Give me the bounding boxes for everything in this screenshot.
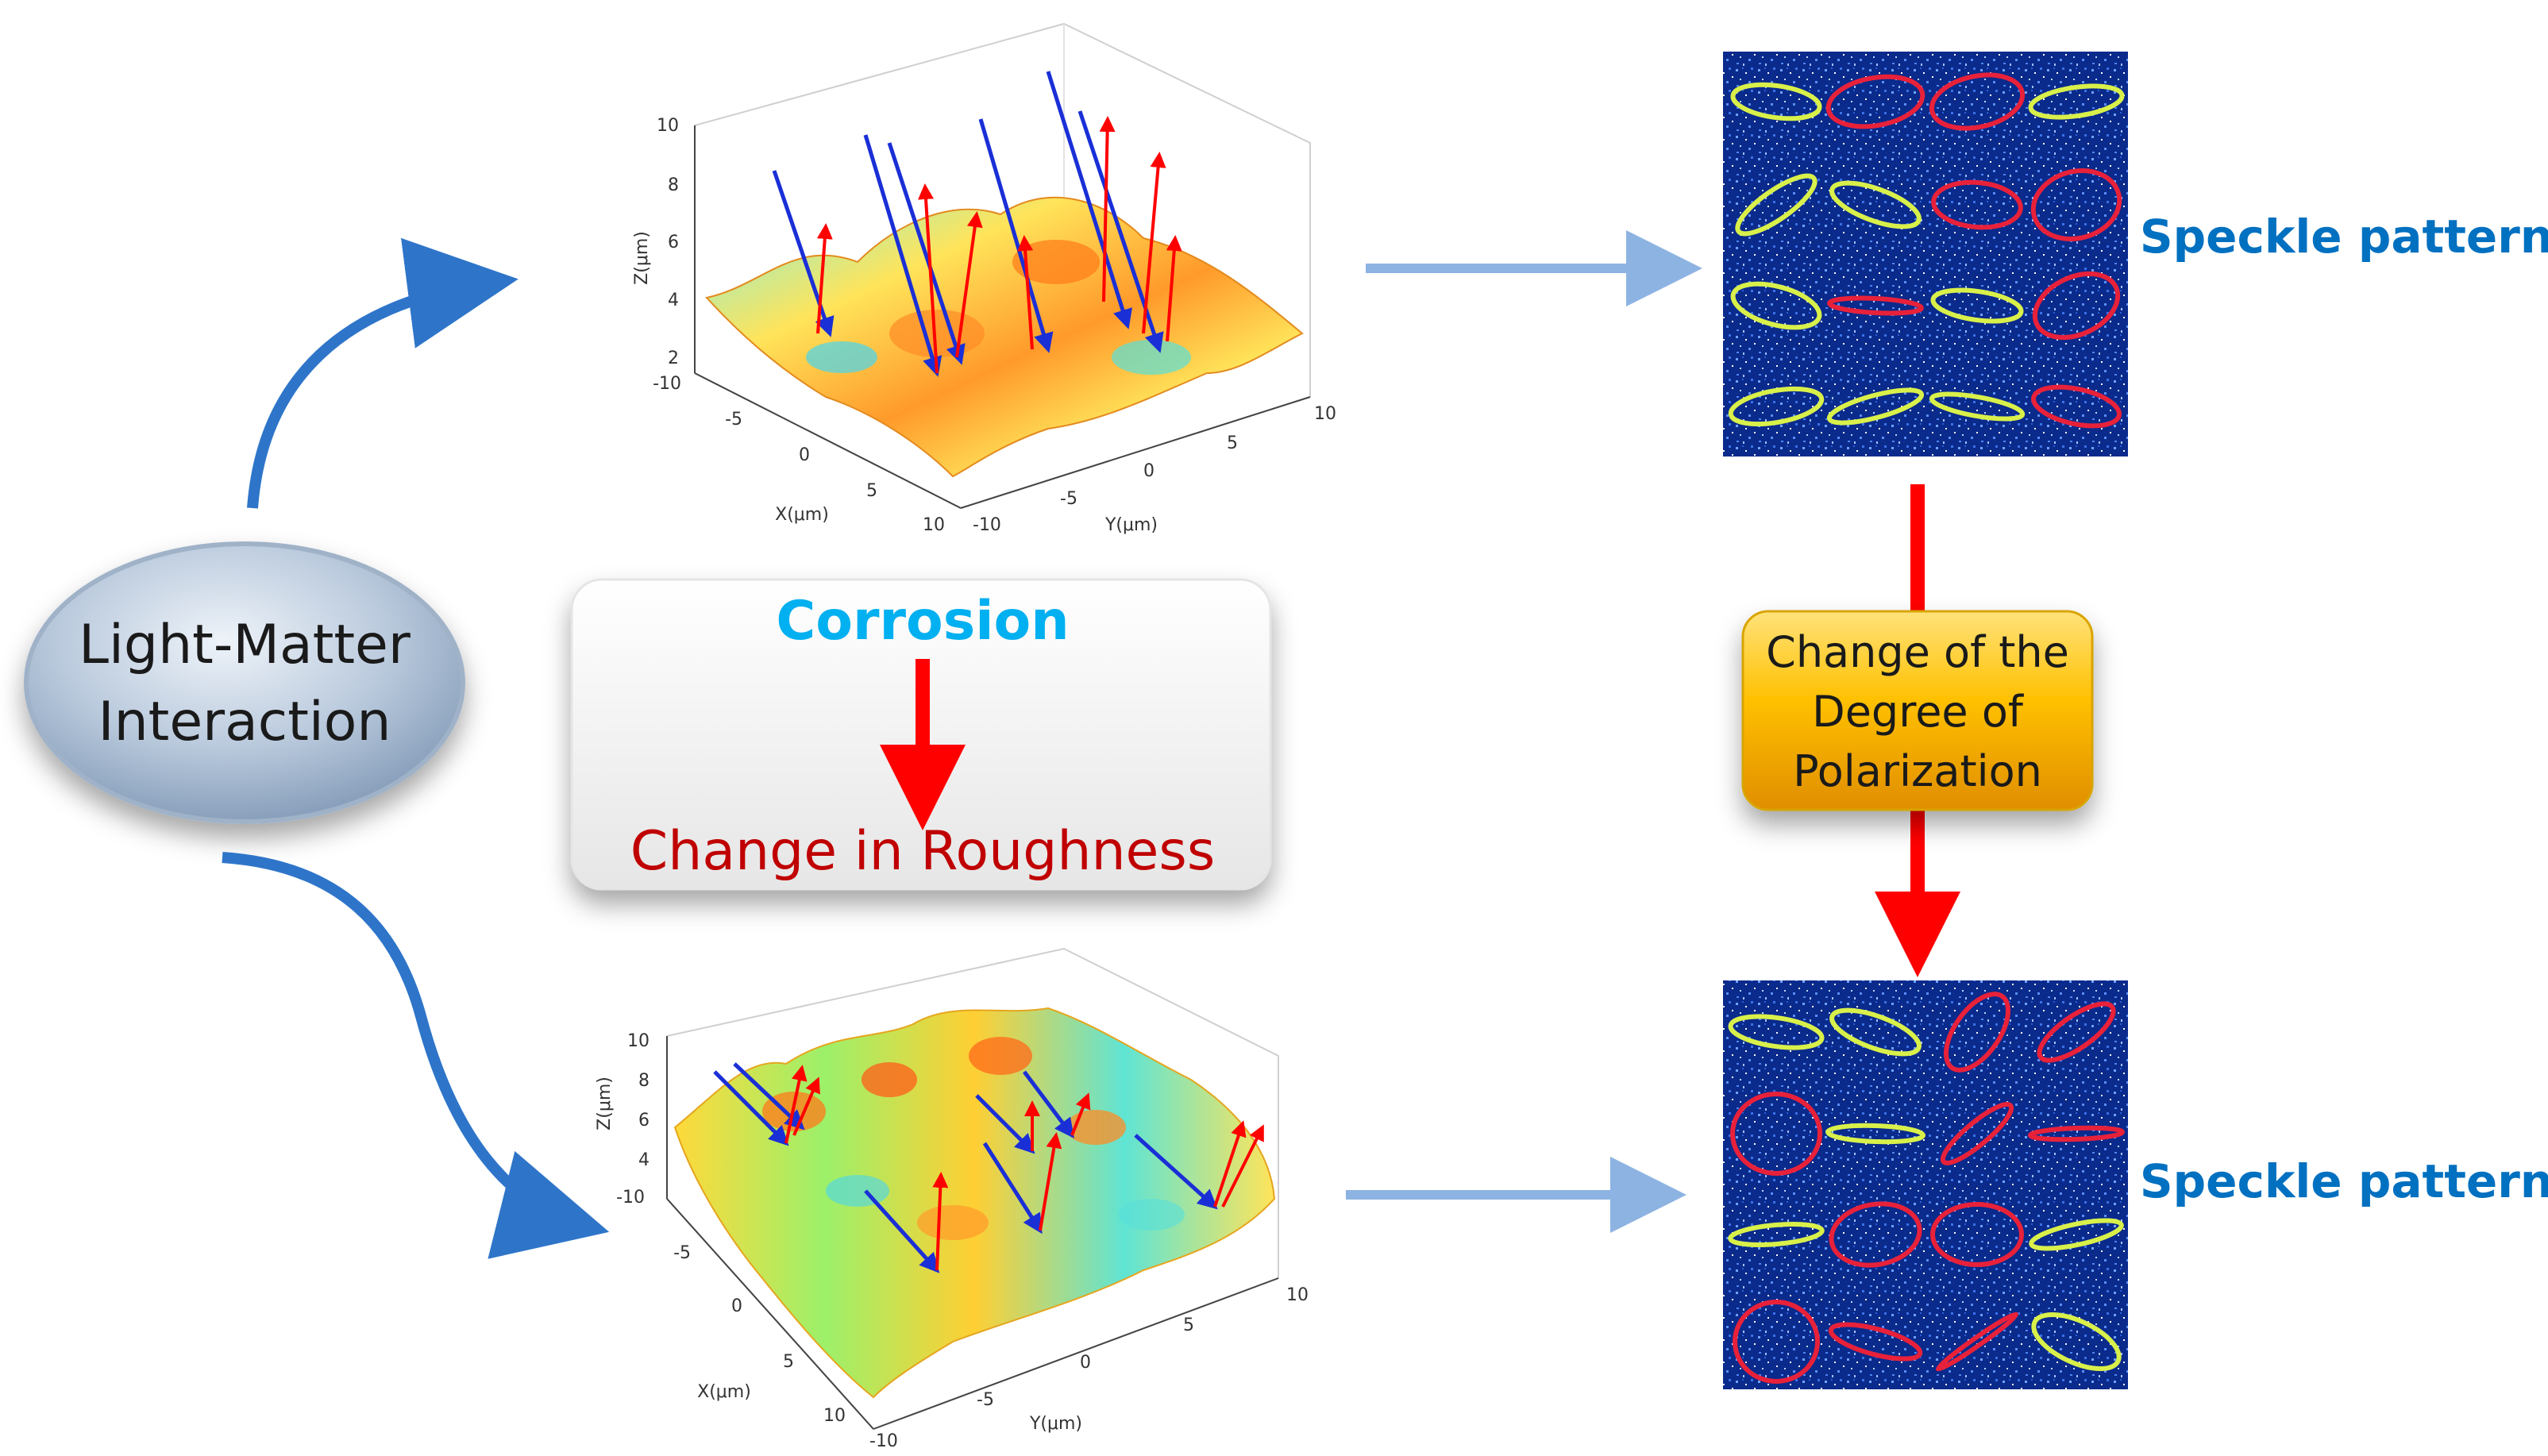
plot-top-x-tick: -10	[653, 374, 681, 394]
polarization-line1: Change of the	[1766, 627, 2069, 677]
plot-bottom-z-tick: 6	[638, 1111, 650, 1131]
plot-top-z-tick: 10	[657, 116, 679, 136]
plot-bottom-rays	[713, 1062, 1264, 1273]
corrosion-box: Corrosion Change in Roughness	[570, 578, 1272, 891]
plot-top-y-tick: -5	[1060, 489, 1077, 509]
speckle-label-bottom: Speckle pattern	[2140, 1154, 2548, 1208]
plot-top-x-axis	[694, 372, 962, 509]
node-label-line2: Interaction	[98, 691, 391, 753]
plot-bottom-x-tick: 5	[783, 1352, 794, 1372]
plot-top-z-tick: 8	[668, 175, 679, 195]
plot-bottom-z-tick: 8	[638, 1071, 650, 1091]
plot-bottom-y-tick: -10	[869, 1431, 898, 1451]
flow-arrow-to-top	[247, 237, 518, 509]
plot-top-rays	[772, 71, 1182, 377]
light-matter-node: Light-Matter Interaction	[24, 541, 465, 824]
plot-bottom-y-label: Y(μm)	[1029, 1414, 1082, 1434]
plot-bottom-y-axis	[873, 1277, 1279, 1430]
polarization-box: Change of the Degree of Polarization	[1741, 610, 2094, 811]
plot-top-y-axis	[960, 396, 1311, 509]
speckle-pattern-top	[1723, 52, 2128, 456]
plot-top-surface	[705, 196, 1304, 478]
polarization-line2: Degree of	[1812, 687, 2025, 737]
plot-bottom-z-tick: 4	[638, 1150, 650, 1170]
plot-bottom-x-tick: 0	[731, 1296, 742, 1316]
plot-top-z-tick: 4	[668, 291, 679, 310]
speckle-label-top: Speckle pattern	[2140, 210, 2548, 264]
polarization-line3: Polarization	[1793, 746, 2042, 796]
plot-bottom-x-axis	[666, 1198, 874, 1430]
plot-top-y-tick: 5	[1227, 433, 1238, 453]
corrosion-title: Corrosion	[776, 590, 1069, 653]
plot-top-x-label: X(μm)	[775, 505, 829, 525]
plot-top-z-tick: 6	[668, 233, 679, 252]
plot-bottom-x-label: X(μm)	[697, 1382, 751, 1402]
plot-top-z-label: Z(μm)	[632, 231, 652, 285]
plot-top-y-label: Y(μm)	[1104, 515, 1158, 535]
plot-top-z-tick: 2	[668, 349, 679, 368]
plot-top-y-tick: -10	[973, 515, 1001, 535]
flow-arrow-to-bottom	[222, 852, 610, 1259]
plot-bottom-y-tick: 5	[1183, 1315, 1194, 1335]
plot-bottom-x-tick: -5	[673, 1243, 691, 1263]
plot-bottom-x-tick: -10	[616, 1188, 645, 1208]
plot-top-y-tick: 10	[1314, 404, 1336, 424]
roughness-label: Change in Roughness	[630, 820, 1216, 883]
plot-top-x-tick: 10	[923, 515, 945, 535]
plot-bottom-z-tick: 10	[627, 1031, 650, 1051]
plot-top-y-tick: 0	[1143, 461, 1155, 481]
plot-bottom-z-label: Z(μm)	[595, 1077, 615, 1131]
plot-top-x-tick: 0	[799, 445, 810, 465]
plot-top-x-tick: 5	[866, 481, 877, 501]
plot-bottom-y-tick: 10	[1286, 1285, 1309, 1305]
plot-bottom-y-tick: -5	[977, 1390, 994, 1410]
plot-bottom-x-tick: 10	[823, 1406, 846, 1426]
speckle-pattern-bottom	[1723, 980, 2128, 1389]
plot-top-x-tick: -5	[725, 410, 742, 429]
plot-bottom-surface	[673, 1007, 1276, 1399]
plot-bottom-y-tick: 0	[1080, 1353, 1091, 1373]
node-label-line1: Light-Matter	[79, 614, 411, 676]
surface-plot-bottom: 10 8 6 4 -10 -5 0 5 10 -10 -5 0 5 10 Z(μ…	[595, 947, 1309, 1451]
surface-plot-top: 10 8 6 4 2 -10 -5 0 5 10 -10 -5 0 5 10 Z…	[632, 22, 1336, 535]
